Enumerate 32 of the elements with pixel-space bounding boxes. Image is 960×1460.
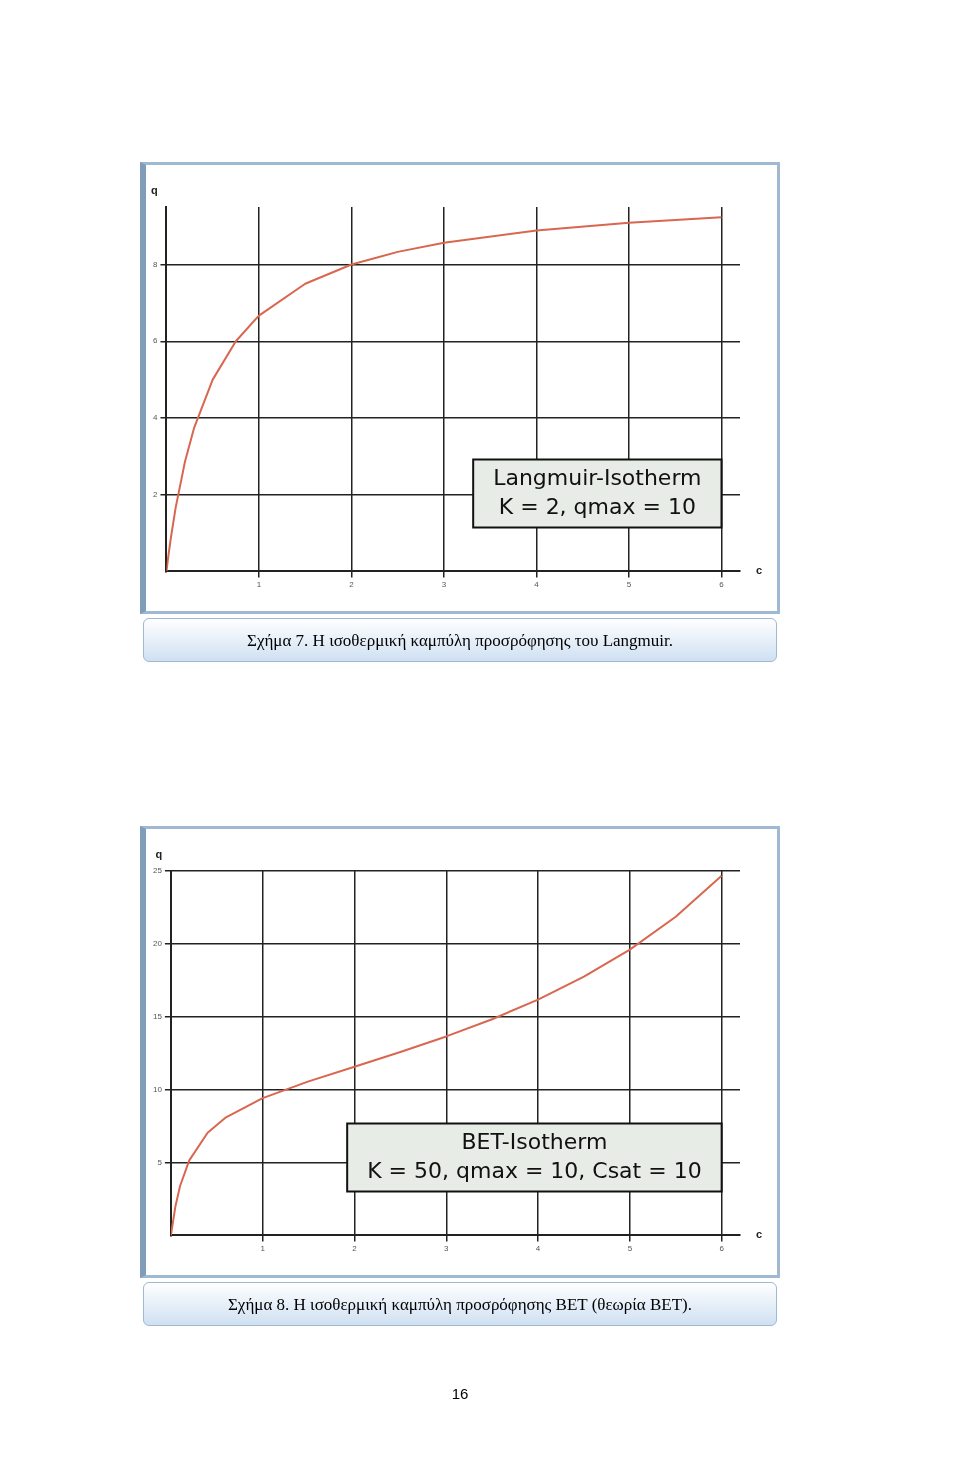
x-tick-label: 2 <box>349 580 355 590</box>
text: Σχήμα 8. Η ισοθερμική καμπύλη προσρόφησης BET (θεωρία BET). <box>143 1282 777 1326</box>
x-axis-title: c <box>756 564 763 577</box>
y-tick-label: 4 <box>153 413 158 423</box>
y-tick-label: 20 <box>152 939 163 949</box>
annotation: K = 50, qmax = 10, Csat = 10 <box>367 1158 702 1184</box>
x-tick-label: 6 <box>719 1244 725 1254</box>
x-tick-label: 5 <box>626 580 632 590</box>
x-tick-label: 4 <box>535 1244 541 1254</box>
text: Σχήμα 7. Η ισοθερμική καμπύλη προσρόφησης του Langmuir. <box>143 618 777 662</box>
y-tick-label: 6 <box>153 336 158 346</box>
x-tick-label: 2 <box>352 1244 358 1254</box>
y-tick-label: 2 <box>153 489 158 499</box>
x-tick-label: 4 <box>534 580 540 590</box>
x-tick-label: 6 <box>719 580 725 590</box>
y-tick-label: 10 <box>152 1084 163 1094</box>
x-axis-title: c <box>756 1228 763 1241</box>
x-tick-label: 1 <box>256 580 262 590</box>
x-tick-label: 3 <box>444 1244 450 1254</box>
x-tick-label: 5 <box>627 1244 633 1254</box>
y-axis-title: q <box>155 848 163 861</box>
y-tick-label: 5 <box>157 1157 163 1167</box>
y-tick-label: 25 <box>152 866 163 876</box>
x-tick-label: 3 <box>441 580 447 590</box>
y-tick-label: 8 <box>153 259 158 269</box>
annotation: BET-Isotherm <box>461 1129 608 1155</box>
annotation: Langmuir-Isotherm <box>493 465 702 491</box>
text: 16 <box>450 1385 470 1402</box>
annotation: K = 2, qmax = 10 <box>498 494 696 520</box>
x-tick-label: 1 <box>260 1244 266 1254</box>
y-tick-label: 15 <box>152 1011 163 1021</box>
y-axis-title: q <box>151 184 158 197</box>
